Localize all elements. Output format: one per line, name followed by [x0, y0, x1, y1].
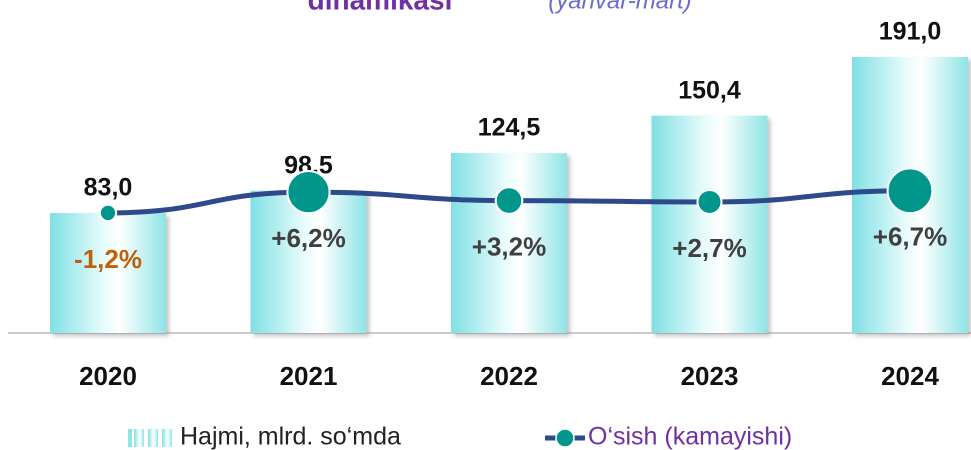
legend-label: O‘sish (kamayishi)	[588, 423, 792, 450]
x-tick-label: 2020	[79, 361, 137, 391]
bar	[451, 153, 567, 333]
legend-label: Hajmi, mlrd. so‘mda	[180, 423, 401, 450]
legend-swatch	[162, 429, 172, 447]
x-tick-label: 2021	[280, 361, 338, 391]
x-tick-label: 2023	[681, 361, 739, 391]
bar	[50, 213, 166, 333]
value-label: +2,7%	[672, 233, 746, 263]
value-label: +6,7%	[873, 222, 947, 252]
marker	[286, 170, 331, 215]
marker	[886, 167, 934, 215]
value-label: +6,2%	[271, 223, 345, 253]
bar	[250, 190, 367, 333]
legend-swatch	[134, 429, 144, 447]
value-label: +3,2%	[472, 231, 546, 261]
x-tick-label: 2024	[881, 361, 939, 391]
value-label: 191,0	[879, 18, 942, 46]
legend-swatch	[148, 429, 158, 447]
chart-subtitle: (yanvar-mart)	[548, 0, 692, 14]
value-label: -1,2%	[74, 244, 142, 274]
marker	[494, 186, 524, 215]
legend-swatch	[128, 429, 132, 447]
value-label: 124,5	[478, 114, 541, 142]
x-tick-label: 2022	[480, 361, 538, 391]
legend-marker	[555, 428, 575, 448]
chart-title: dinamikasi	[308, 0, 453, 15]
marker	[696, 188, 723, 215]
bar	[651, 115, 768, 333]
value-label: 150,4	[678, 76, 741, 104]
marker	[98, 203, 118, 223]
value-label: 83,0	[84, 174, 133, 202]
